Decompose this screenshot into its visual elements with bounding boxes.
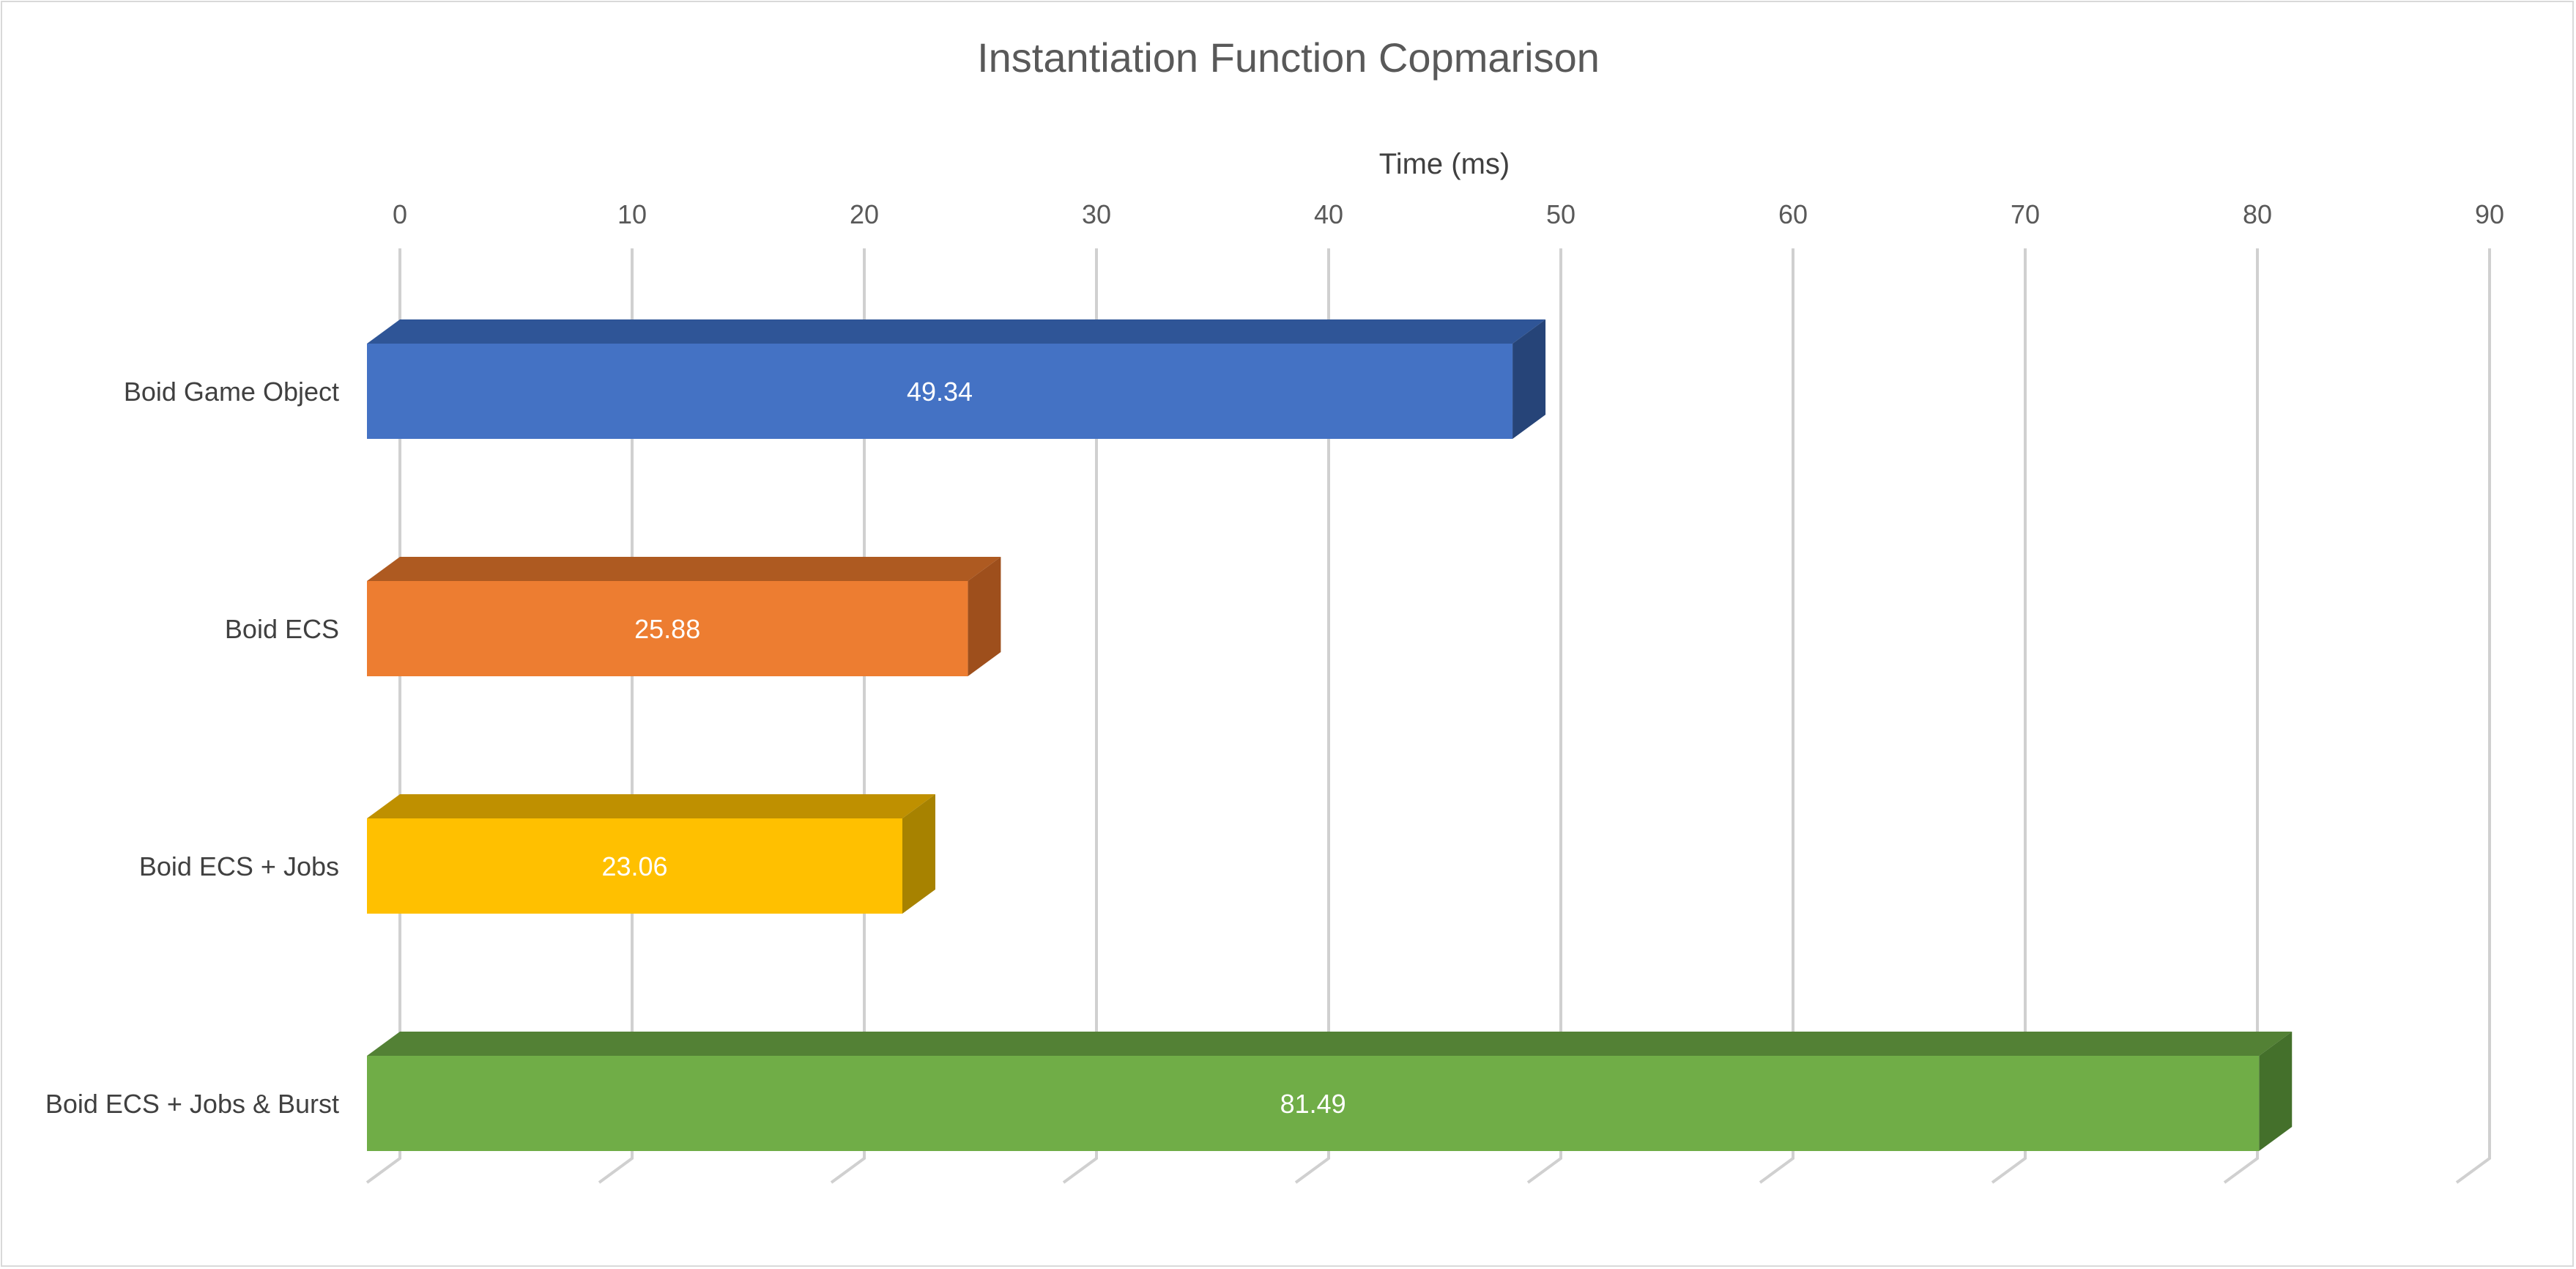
bar-3: 23.06 xyxy=(367,794,936,914)
gridline-20 xyxy=(830,248,866,1184)
gridline-30 xyxy=(1062,248,1098,1184)
x-tick-label-80: 80 xyxy=(2243,199,2272,229)
category-label-2: Boid ECS xyxy=(225,614,339,644)
x-tick-label-0: 0 xyxy=(393,199,407,229)
chart-title: Instantiation Function Copmarison xyxy=(977,34,1600,81)
gridline-70 xyxy=(1991,248,2027,1184)
data-label-4: 81.49 xyxy=(1280,1089,1346,1119)
bar-side-face xyxy=(968,557,1001,676)
x-axis-tick-labels: 0 10 20 30 40 50 60 70 80 90 xyxy=(393,199,2504,229)
x-axis-title: Time (ms) xyxy=(1379,148,1510,180)
gridline-10 xyxy=(598,248,634,1184)
bar-side-face xyxy=(902,794,936,914)
bar-top-face xyxy=(367,557,1001,581)
bar-top-face xyxy=(367,794,936,818)
category-label-3: Boid ECS + Jobs xyxy=(139,851,339,881)
gridline-50 xyxy=(1526,248,1562,1184)
x-tick-label-90: 90 xyxy=(2475,199,2504,229)
bar-front-face xyxy=(367,344,1513,439)
bar-top-face xyxy=(367,1032,2293,1056)
gridline-0 xyxy=(365,248,401,1184)
data-label-2: 25.88 xyxy=(634,614,700,644)
bar-4: 81.49 xyxy=(367,1032,2293,1151)
gridline-80 xyxy=(2223,248,2259,1184)
bar-front-face xyxy=(367,581,968,676)
gridline-40 xyxy=(1294,248,1330,1184)
x-tick-label-30: 30 xyxy=(1082,199,1111,229)
bars: 49.34 25.88 23.06 81.49 xyxy=(367,319,2293,1151)
data-label-1: 49.34 xyxy=(907,377,973,407)
x-tick-label-10: 10 xyxy=(617,199,647,229)
bar-2: 25.88 xyxy=(367,557,1001,676)
bar-1: 49.34 xyxy=(367,319,1546,439)
category-label-4: Boid ECS + Jobs & Burst xyxy=(45,1089,339,1119)
x-tick-label-40: 40 xyxy=(1314,199,1343,229)
gridline-60 xyxy=(1759,248,1794,1184)
y-axis-category-labels: Boid Game Object Boid ECS Boid ECS + Jobs B… xyxy=(45,377,339,1119)
gridlines xyxy=(365,248,2491,1184)
category-label-1: Boid Game Object xyxy=(124,377,339,407)
bar-side-face xyxy=(2259,1032,2293,1151)
bar-front-face xyxy=(367,818,903,914)
bar-top-face xyxy=(367,319,1546,344)
bar-front-face xyxy=(367,1056,2260,1151)
gridline-90 xyxy=(2455,248,2491,1184)
bar-side-face xyxy=(1512,319,1546,439)
data-label-3: 23.06 xyxy=(601,851,667,881)
x-tick-label-20: 20 xyxy=(850,199,879,229)
x-tick-label-60: 60 xyxy=(1778,199,1808,229)
x-tick-label-50: 50 xyxy=(1546,199,1575,229)
x-tick-label-70: 70 xyxy=(2011,199,2040,229)
